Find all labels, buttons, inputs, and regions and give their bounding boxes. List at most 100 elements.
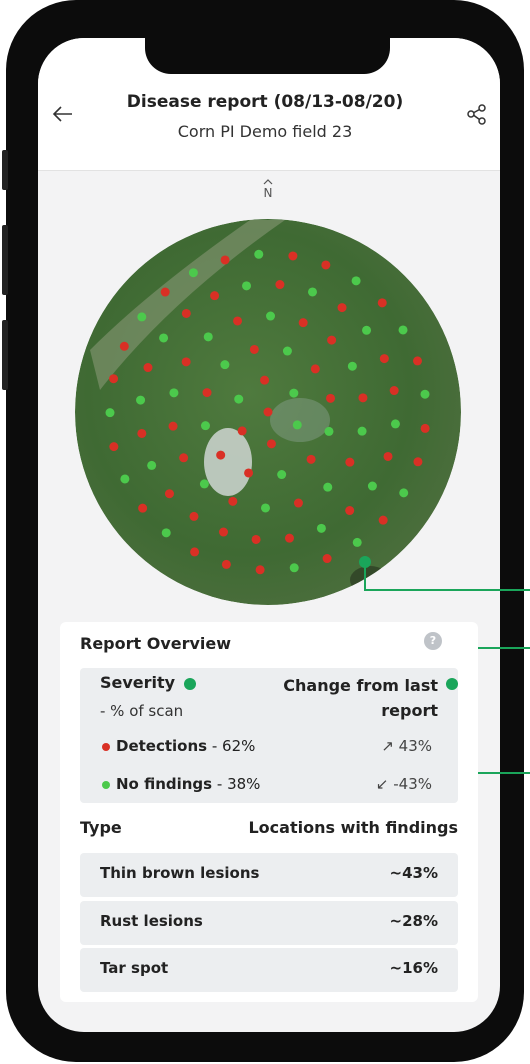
scan-dot [189,512,198,521]
scan-dot [252,535,261,544]
scan-dot [321,260,330,269]
scan-dot [267,439,276,448]
scan-dot [147,461,156,470]
scan-dot [358,427,367,436]
scan-dot [283,347,292,356]
scan-dot [228,497,237,506]
screen: Disease report (08/13-08/20) Corn PI Dem… [0,0,530,1064]
scan-dot [299,318,308,327]
scan-dot [290,563,299,572]
scan-dot [203,388,212,397]
scan-dot [390,386,399,395]
scan-dot [233,316,242,325]
scan-dot [285,534,294,543]
scan-dot [323,554,332,563]
scan-dot [345,506,354,515]
scan-dot [219,528,228,537]
scan-dot [137,312,146,321]
scan-dot [378,298,387,307]
type-value: ~43% [300,864,438,882]
scan-dot [391,419,400,428]
scan-dot [254,250,263,259]
north-arrow [264,180,272,184]
page-title: Disease report (08/13-08/20) [0,92,530,112]
field-map [75,219,461,605]
scan-dot [338,303,347,312]
scan-dot [345,458,354,467]
scan-dot [277,470,286,479]
scan-dot [261,503,270,512]
type-heading: Type [80,818,122,837]
north-label: N [0,186,530,200]
scan-dot [380,354,389,363]
type-value: ~28% [300,912,438,930]
type-label: Thin brown lesions [100,864,259,882]
scan-dot [250,345,259,354]
scan-dot [352,276,361,285]
scan-dot [138,504,147,513]
scan-dot [307,455,316,464]
field-name: Corn PI Demo field 23 [0,122,530,141]
scan-dot [161,288,170,297]
type-label: Tar spot [100,959,168,977]
scan-dot [256,565,265,574]
scan-dot [136,396,145,405]
locations-heading: Locations with findings [230,818,458,837]
scan-dot [216,451,225,460]
scan-dot [399,325,408,334]
scan-dot [165,489,174,498]
type-label: Rust lesions [100,912,203,930]
scan-dot [169,422,178,431]
scan-dot [221,255,230,264]
scan-dot [323,483,332,492]
scan-dot [162,528,171,537]
help-button[interactable]: ? [424,632,442,650]
scan-dot [260,376,269,385]
scan-dot [326,394,335,403]
scan-dot [182,357,191,366]
scan-dot [210,291,219,300]
scan-dot [317,524,326,533]
row-value: - 62% [212,737,256,755]
scan-dot [294,499,303,508]
scan-dot [413,457,422,466]
row-change: ↗ 43% [330,737,432,755]
scan-dot [362,326,371,335]
scan-dot [182,309,191,318]
scan-dot [189,268,198,277]
scan-dot [159,333,168,342]
scan-dot [311,364,320,373]
scan-dot [234,395,243,404]
scan-dot [379,516,388,525]
scan-dot [238,426,247,435]
scan-dot [143,363,152,372]
scan-dot [421,424,430,433]
change-heading: Change from last report [270,673,438,723]
scan-dot [293,420,302,429]
scan-dot [179,453,188,462]
row-label: No findings [116,775,212,793]
scan-dot [348,362,357,371]
scan-dot [204,332,213,341]
scan-dot [220,360,229,369]
row-value: - 38% [217,775,261,793]
scan-dot [244,468,253,477]
no-findings-row: No findings - 38% [116,775,260,793]
scan-dot [308,287,317,296]
scan-dot [264,408,273,417]
scan-dot [190,547,199,556]
scan-dot [242,281,251,290]
type-value: ~16% [300,959,438,977]
scan-dot [275,280,284,289]
scan-dot [420,390,429,399]
severity-heading: Severity [100,673,175,692]
row-label: Detections [116,737,207,755]
scan-dot [137,429,146,438]
scan-dot [109,442,118,451]
scan-dot [201,421,210,430]
scan-dot [353,538,362,547]
scan-dot [169,388,178,397]
row-change: ↙ -43% [330,775,432,793]
scan-dot [413,356,422,365]
scan-dot [109,374,118,383]
